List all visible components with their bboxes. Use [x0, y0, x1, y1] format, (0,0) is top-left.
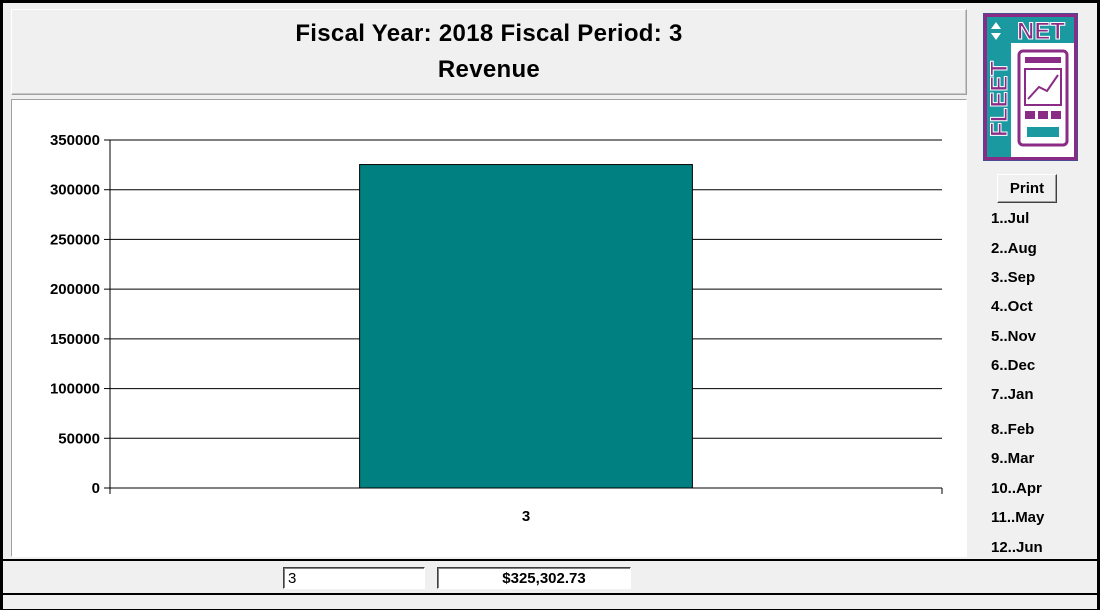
chart-title: Revenue: [437, 56, 541, 83]
logo-net-text: NET: [1017, 18, 1065, 45]
y-tick-label-5: 250000: [50, 231, 100, 248]
bar-3: [359, 164, 693, 489]
title-panel: Fiscal Year: 2018 Fiscal Period: 3 Reven…: [11, 9, 967, 95]
fleetnet-logo: NET FLEET: [983, 13, 1078, 161]
y-tick-label-0: 0: [92, 480, 100, 497]
month-item-6[interactable]: 6..Dec: [991, 357, 1036, 374]
y-tick-label-7: 350000: [50, 132, 100, 149]
month-item-9[interactable]: 9..Mar: [991, 450, 1035, 467]
period-field[interactable]: 3: [283, 567, 425, 589]
footer-bar: 3 $325,302.73: [3, 559, 1097, 609]
month-item-3[interactable]: 3..Sep: [991, 269, 1036, 286]
month-item-1[interactable]: 1..Jul: [991, 210, 1030, 227]
month-item-7[interactable]: 7..Jan: [991, 386, 1034, 403]
month-item-10[interactable]: 10..Apr: [991, 480, 1042, 497]
x-tick-label-0: 3: [522, 508, 530, 525]
y-tick-label-1: 50000: [58, 430, 100, 447]
fiscal-period-title: Fiscal Year: 2018 Fiscal Period: 3: [295, 20, 683, 47]
revenue-bar-chart: 0 50000 100000 150000 200000 250000 300000 3500…: [50, 132, 943, 525]
month-item-2[interactable]: 2..Aug: [991, 240, 1037, 257]
revenue-amount-field: $325,302.73: [437, 567, 631, 589]
y-tick-label-2: 100000: [50, 381, 100, 398]
chart-panel: 0 50000 100000 150000 200000 250000 300000 3500…: [11, 99, 967, 557]
y-tick-label-4: 200000: [50, 281, 100, 298]
month-item-4[interactable]: 4..Oct: [991, 298, 1033, 315]
month-item-11[interactable]: 11..May: [991, 509, 1045, 526]
month-item-5[interactable]: 5..Nov: [991, 328, 1037, 345]
logo-fleet-text: FLEET: [986, 61, 1013, 137]
y-tick-label-6: 300000: [50, 182, 100, 199]
month-item-12[interactable]: 12..Jun: [991, 539, 1043, 556]
y-tick-label-3: 150000: [50, 331, 100, 348]
footer-divider: [3, 593, 1097, 595]
month-item-8[interactable]: 8..Feb: [991, 421, 1035, 438]
revenue-chart-window: Fiscal Year: 2018 Fiscal Period: 3 Reven…: [3, 3, 1097, 609]
print-button[interactable]: Print: [997, 174, 1057, 203]
